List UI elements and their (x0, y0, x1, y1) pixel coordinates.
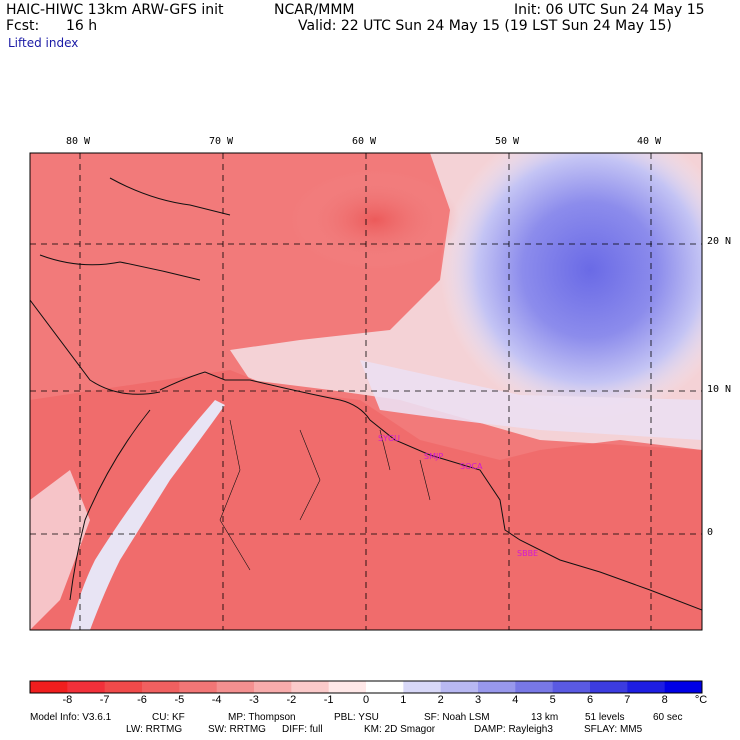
colorbar-tick-label: -2 (286, 694, 297, 706)
colorbar-tick-label: 5 (549, 694, 556, 706)
colorbar-swatch (216, 681, 255, 693)
colorbar-swatch (664, 681, 703, 693)
lon-label-40w: 40 W (637, 136, 662, 147)
forecast-hour: 16 h (66, 18, 98, 34)
colorbar-swatch (627, 681, 666, 693)
organization: NCAR/MMM (274, 2, 355, 18)
colorbar-tick-label: -3 (249, 694, 259, 706)
unstable-region-north (290, 170, 460, 270)
coastline-caribbean (39, 177, 231, 281)
station-label: SMJP (424, 452, 444, 461)
colorbar-tick-label: 7 (624, 694, 631, 706)
colorbar-unit: °C (694, 694, 708, 706)
colorbar-tick-label: 3 (474, 694, 482, 706)
lat-label-10n: 10 N (707, 384, 732, 395)
coastline-central-america (30, 299, 161, 395)
colorbar-swatch (515, 681, 554, 693)
colorbar-swatch (104, 681, 143, 693)
footer-cu: CU: KF (152, 712, 185, 723)
map-frame (29, 152, 703, 631)
footer-lw: LW: RRTMG (126, 724, 183, 735)
colorbar-swatch (403, 681, 442, 693)
footer-sw: SW: RRTMG (208, 724, 266, 735)
lat-label-20n: 20 N (707, 236, 732, 247)
colorbar-tick-label: -7 (99, 694, 110, 706)
colorbar-swatch (478, 681, 516, 693)
lon-label-50w: 50 W (495, 136, 520, 147)
init-time: Init: 06 UTC Sun 24 May 15 (514, 2, 705, 18)
stable-region (440, 153, 702, 420)
station-label: SBBE (517, 549, 539, 558)
andes-streak (70, 400, 225, 630)
colorbar-frame (29, 680, 703, 694)
footer-timestep: 60 sec (653, 712, 683, 723)
colorbar-tick-label: 6 (586, 694, 594, 706)
colorbar-tick-label: -6 (137, 694, 147, 706)
footer-levels: 51 levels (585, 712, 625, 723)
footer-sf: SF: Noah LSM (424, 712, 490, 723)
colorbar-tick-label: -4 (211, 694, 222, 706)
colorbar-swatch (440, 681, 479, 693)
footer-pbl: PBL: YSU (334, 712, 379, 723)
station-label: SYGU (378, 434, 401, 443)
lon-label-80w: 80 W (66, 136, 91, 147)
colorbar-tick-label: -8 (62, 694, 73, 706)
colorbar-swatch (142, 681, 180, 693)
colorbar-swatch (30, 681, 68, 693)
coastline-pacific (69, 409, 151, 601)
country-borders (219, 419, 431, 571)
colorbar-tick-label: 4 (512, 694, 519, 706)
colorbar-swatch (291, 681, 330, 693)
colorbar-swatch (254, 681, 292, 693)
colorbar-tick-label: -1 (323, 694, 334, 706)
colorbar-swatch (179, 681, 218, 693)
field-name: Lifted index (8, 36, 79, 50)
transition-band (360, 360, 702, 440)
footer-km: KM: 2D Smagor (364, 724, 436, 735)
footer-damp: DAMP: Rayleigh3 (474, 724, 553, 735)
colorbar-swatch (328, 681, 367, 693)
pacific-pale (30, 470, 90, 630)
colorbar-swatch (590, 681, 628, 693)
valid-time: Valid: 22 UTC Sun 24 May 15 (19 LST Sun … (298, 18, 672, 34)
model-title: HAIC-HIWC 13km ARW-GFS init (6, 2, 224, 18)
station-label: SOCA (460, 462, 483, 471)
lon-label-60w: 60 W (352, 136, 377, 147)
colorbar-tick-label: 1 (400, 694, 407, 706)
forecast-label: Fcst: (6, 18, 40, 34)
colorbar-swatch (552, 681, 591, 693)
footer-model-info: Model Info: V3.6.1 (30, 712, 112, 723)
footer-mp: MP: Thompson (228, 712, 296, 723)
footer-diff: DIFF: full (282, 724, 323, 735)
colorbar-tick-label: 8 (661, 694, 668, 706)
colorbar-swatch (67, 681, 106, 693)
footer-resolution: 13 km (531, 712, 559, 723)
colorbar-swatch (366, 681, 404, 693)
colorbar-tick-label: 0 (362, 694, 370, 706)
lat-label-0: 0 (707, 527, 714, 538)
coastline-south-america (159, 371, 702, 611)
colorbar-tick-label: -5 (174, 694, 185, 706)
footer-sflay: SFLAY: MM5 (584, 724, 643, 735)
lon-label-70w: 70 W (209, 136, 234, 147)
colorbar-tick-label: 2 (437, 694, 444, 706)
